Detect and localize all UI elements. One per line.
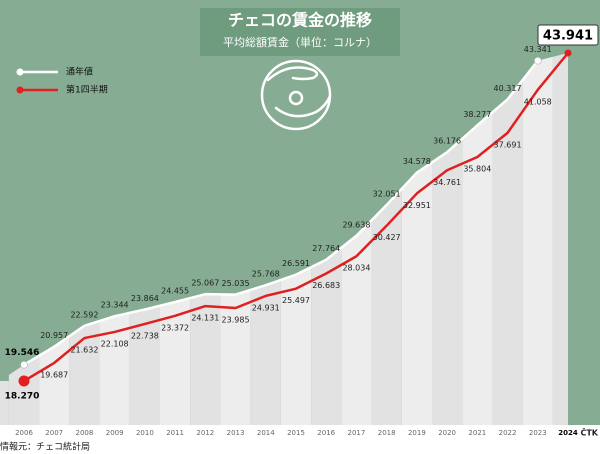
value-label: 20.957 [40, 331, 68, 340]
value-label: 43.341 [524, 45, 552, 54]
value-label: 22.592 [70, 310, 98, 319]
series-point [564, 49, 572, 57]
x-tick-label: 2019 [408, 429, 426, 437]
value-label: 29.638 [342, 220, 370, 229]
series-point [18, 375, 30, 387]
value-label: 38.277 [463, 110, 491, 119]
x-tick-label: 2008 [76, 429, 94, 437]
x-tick-label: 2023 [529, 429, 547, 437]
column-stripe [522, 53, 553, 425]
value-label: 23.344 [101, 301, 129, 310]
x-tick-label: 2014 [257, 429, 275, 437]
hands-icon [260, 59, 332, 131]
source-note: 情報元：チェコ統計局 [0, 441, 90, 453]
highlight-box [537, 24, 599, 46]
value-label: 27.764 [312, 244, 340, 253]
x-tick-label: 2017 [348, 429, 366, 437]
legend-label: 第1四半期 [66, 84, 108, 96]
value-label: 22.738 [131, 331, 159, 340]
value-label: 19.687 [40, 370, 68, 379]
area-left [0, 381, 9, 425]
title-box [200, 8, 400, 56]
value-label: 28.034 [342, 264, 370, 273]
x-tick-label: 2006 [15, 429, 33, 437]
series-point [20, 360, 28, 369]
column-stripe [552, 53, 568, 425]
value-label: 41.058 [524, 97, 552, 106]
value-label: 23.864 [131, 294, 159, 303]
x-tick-label: 2024 [558, 429, 578, 437]
value-label: 21.632 [70, 346, 98, 355]
value-label: 24.931 [252, 303, 280, 312]
value-label: 25.497 [282, 296, 310, 305]
x-tick-label: 2011 [166, 429, 184, 437]
value-label: 30.427 [373, 233, 401, 242]
value-label: 24.455 [161, 286, 189, 295]
series-point [534, 56, 542, 65]
credit: ČTK [580, 427, 598, 438]
x-tick-label: 2015 [287, 429, 305, 437]
x-tick-label: 2018 [378, 429, 396, 437]
x-tick-label: 2010 [136, 429, 154, 437]
series-line [23, 52, 569, 383]
x-tick-label: 2012 [196, 429, 214, 437]
legend-label: 通年値 [66, 66, 93, 78]
value-label: 19.546 [5, 348, 40, 358]
legend-dot [16, 86, 24, 94]
series-line [23, 59, 539, 366]
legend-dot [16, 68, 24, 76]
x-tick-label: 2022 [499, 429, 517, 437]
x-tick-label: 2020 [438, 429, 456, 437]
value-label: 37.691 [494, 140, 522, 149]
value-label: 35.804 [463, 164, 491, 173]
value-label: 32.051 [373, 189, 401, 198]
x-tick-label: 2016 [317, 429, 335, 437]
value-label: 34.761 [433, 178, 461, 187]
value-label: 26.683 [312, 281, 340, 290]
value-label: 23.985 [222, 315, 250, 324]
chart-subtitle: 平均総額賃金（単位：コルナ） [223, 35, 377, 49]
value-label: 22.108 [101, 339, 129, 348]
value-label: 36.176 [433, 137, 461, 146]
chart-title: チェコの賃金の推移 [228, 11, 372, 30]
value-label: 25.035 [222, 279, 250, 288]
column-stripe [492, 53, 523, 425]
value-label: 23.372 [161, 323, 189, 332]
value-label: 18.270 [5, 392, 40, 402]
value-label: 24.131 [191, 314, 219, 323]
value-label: 25.067 [191, 279, 219, 288]
value-label: 32.951 [403, 201, 431, 210]
value-label: 25.768 [252, 270, 280, 279]
x-tick-label: 2013 [227, 429, 245, 437]
value-label: 43.941 [543, 29, 593, 44]
x-tick-label: 2009 [106, 429, 124, 437]
x-tick-label: 2021 [468, 429, 486, 437]
value-label: 40.317 [494, 84, 522, 93]
value-label: 26.591 [282, 259, 310, 268]
value-label: 34.578 [403, 157, 431, 166]
x-tick-label: 2007 [45, 429, 63, 437]
